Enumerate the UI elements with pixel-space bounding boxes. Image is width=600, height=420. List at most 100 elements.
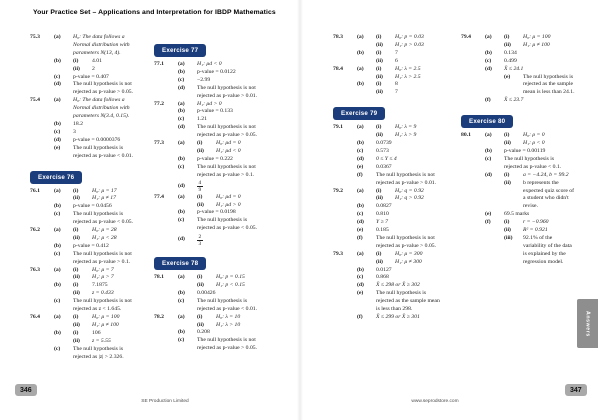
answer-row-continuation: rejected as p-value > 0.1. [154,172,290,180]
item-number [154,345,178,353]
part-label: (a) [357,65,364,72]
answer-text: 0.0827 [376,203,392,210]
item-number [333,156,357,164]
item-number [154,290,178,298]
part-label: (c) [54,345,61,352]
item-number [154,172,178,180]
answer-text: 92.1% of the [523,234,553,241]
answer-text: 0.0367 [376,163,392,170]
answer-text: H₁: μ > 7 [92,274,114,281]
answer-row-continuation: (b) (i) 7.1875 [30,282,152,290]
subpart-label: (i) [504,132,510,139]
part-label: (c) [178,76,185,83]
item-number [461,203,485,211]
answer-text: The null hypothesis is not [73,298,132,305]
part-label: (a) [485,34,492,40]
part-label [485,180,504,188]
part-label [357,259,376,267]
item-number [30,282,54,290]
answer-text: 7 [395,89,398,96]
part-label: (f) [357,171,363,178]
answer-text: rejected as p-value > 0.05. [197,132,258,139]
part-label [54,50,73,58]
answer-text: −2.99 [197,76,211,83]
item-number [333,235,357,243]
item-number [333,211,357,219]
page-gutter [297,0,303,420]
item-number [154,148,178,156]
item-number [461,81,485,89]
subpart-label: (ii) [376,57,383,64]
part-label: (c) [178,163,185,170]
item-number [154,116,178,124]
answer-row: 79.1 (a) (i) H₀: λ = 9 [333,124,460,132]
answer-text: H₀: λ = 10 [216,313,241,320]
item-number [30,50,54,58]
subpart-label: (ii) [376,195,383,202]
answer-text: is explained by the [523,250,566,257]
answer-text: H₁: μ < 28 [92,234,117,241]
item-number [154,164,178,172]
answer-row-continuation: rejected as p-value > 0.1. [30,259,152,267]
answer-text: r = −0.960 [523,219,549,226]
part-label: (c) [178,116,185,123]
answer-row: 78.4 (a) (i) H₀: λ = 2.5 [333,66,460,74]
subpart-label: (ii) [376,258,383,265]
answer-text: is less than 298. [376,306,413,313]
answer-text: rejected as |z| > 2.326. [73,353,124,360]
part-label: (a) [54,227,61,234]
answer-text: The null hypothesis is [376,290,427,297]
answer-row-continuation: (b) 18.2 [30,121,152,129]
part-label: (b) [54,57,61,64]
item-number [333,243,357,251]
subpart-label: (i) [504,171,510,178]
answer-text: The null hypothesis is [523,73,574,80]
item-number [30,58,54,66]
answer-text: regression model. [523,258,564,265]
answer-text: H₁: μd < 0 [216,147,241,154]
part-label: (c) [357,211,364,218]
answer-row-continuation: (c) The null hypothesis is [154,298,290,306]
answer-text: p-value = 0.0198 [197,209,236,216]
item-number: 78.3 [333,34,343,40]
part-label [54,338,73,346]
part-label: (d) [485,171,492,178]
answer-row: 78.3 (a) (i) H₀: p = 0.03 [333,34,460,42]
subpart-label: (i) [376,250,382,257]
answer-row-continuation: (c) 0.868 [333,274,460,282]
fraction-denominator: 9 [198,187,202,194]
part-label [485,227,504,235]
item-number [333,164,357,172]
answer-text: parameters N(13, 4). [73,49,121,56]
answer-text: H₀: λ = 9 [395,124,417,131]
subpart-label: (i) [197,313,203,320]
item-number [461,42,485,50]
subpart-label: (ii) [197,321,204,328]
answer-text: 0.573 [376,147,389,154]
subpart-label: (e) [504,73,511,80]
answer-row: 78.1 (a) (i) H₀: p = 0.15 [154,274,290,282]
part-label: (e) [357,163,364,170]
part-label [178,148,197,156]
answer-text: H₀: μ = 17 [92,187,117,194]
item-number [30,153,54,161]
answer-text: H₀: μd = 0 [216,193,241,200]
part-label [178,132,197,140]
item-number: 79.4 [461,34,471,40]
answer-text: 0.134 [504,49,517,56]
answer-text: 0.208 [197,329,210,336]
part-label [178,345,197,353]
answer-text: H₁: μ ≠ 17 [92,195,116,202]
answer-text: 0.499 [504,57,517,64]
part-label [54,66,73,74]
item-number [333,81,357,89]
item-number [30,251,54,259]
answer-row-continuation: (e) 0.0367 [333,164,460,172]
item-number [333,132,357,140]
subpart-label: (i) [376,34,382,40]
subpart-label: (i) [73,266,79,273]
answer-text: 0.810 [376,211,389,218]
answer-text: The null hypothesis is not [197,163,256,170]
subpart-label: (ii) [504,227,511,234]
